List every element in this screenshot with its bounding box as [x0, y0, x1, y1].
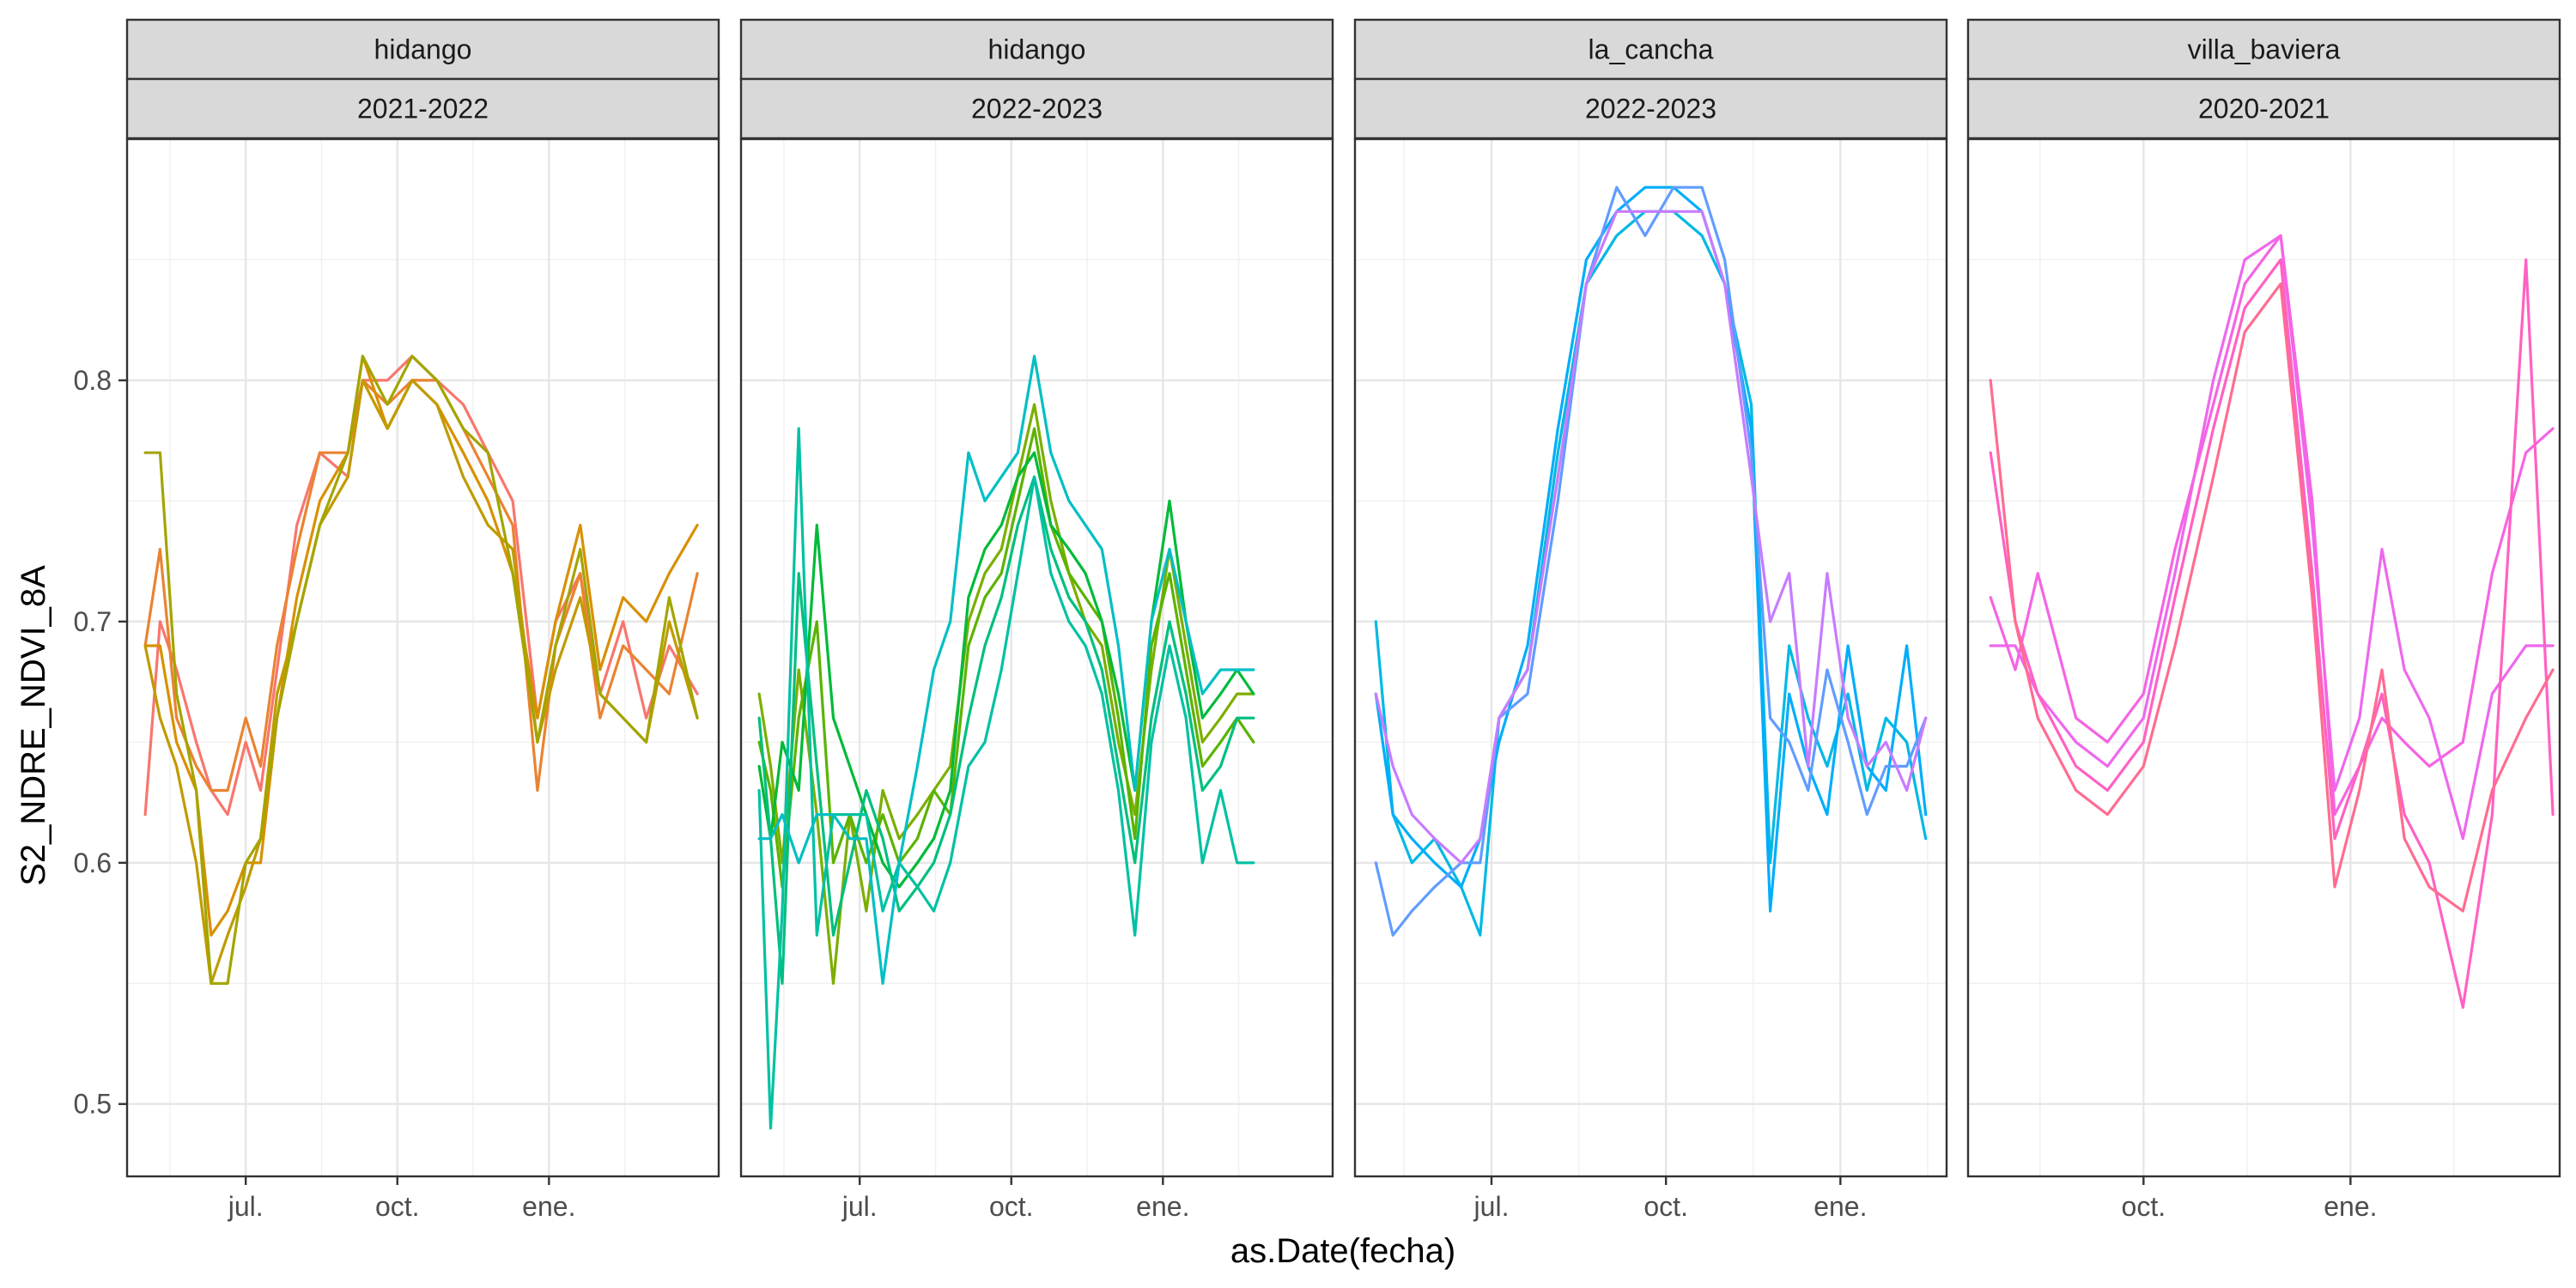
series-line-3 [757, 451, 1255, 889]
x-tick-label: ene. [522, 1191, 575, 1222]
series-line-5 [143, 355, 699, 985]
y-tick-label: 0.6 [74, 848, 112, 878]
strip-bottom-box [739, 77, 1334, 140]
x-tick-label: ene. [1136, 1191, 1189, 1222]
x-tick-label: jul. [1473, 1191, 1510, 1222]
x-tick-label: oct. [2122, 1191, 2166, 1222]
x-tick-label: jul. [841, 1191, 878, 1222]
x-axis-title: as.Date(fecha) [1230, 1232, 1455, 1270]
facet-panel-4: villa_baviera 2020-2021 oct. ene. [1966, 18, 2561, 1222]
strip-label-bottom: 2022-2023 [1585, 94, 1716, 125]
x-tick-label: ene. [2324, 1191, 2377, 1222]
facet-panel-1: hidango 2021-2022 jul. oct. ene. 0.5 0.6 0.7 0.8 [74, 18, 720, 1222]
strip-label-top: la_cancha [1589, 34, 1714, 65]
strip-top-box [1966, 18, 2561, 81]
strip-label-bottom: 2020-2021 [2198, 94, 2330, 125]
strip-top-box [739, 18, 1334, 81]
x-tick-label: oct. [989, 1191, 1034, 1222]
x-tick-label: oct. [375, 1191, 420, 1222]
panels-layer: hidango 2021-2022 jul. oct. ene. 0.5 0.6 0.7 0.8… [74, 18, 2561, 1222]
strip-bottom-box [125, 77, 720, 140]
y-axis-title: S2_NDRE_NDVI_8A [15, 565, 52, 886]
y-tick-label: 0.7 [74, 606, 112, 637]
plot-background [741, 139, 1333, 1176]
facet-panel-3: la_cancha 2022-2023 jul. oct. ene. [1353, 18, 1948, 1222]
strip-label-top: hidango [374, 34, 472, 65]
series-line-3 [1989, 258, 2555, 1009]
y-tick-label: 0.5 [74, 1089, 112, 1120]
strip-label-top: hidango [988, 34, 1086, 65]
strip-label-bottom: 2021-2022 [357, 94, 489, 125]
series-line-4 [1374, 210, 1928, 865]
series-line-4 [143, 379, 699, 985]
strip-bottom-box [1966, 77, 2561, 140]
series-line-6 [757, 355, 1255, 985]
x-tick-label: oct. [1643, 1191, 1688, 1222]
x-tick-label: ene. [1814, 1191, 1867, 1222]
x-tick-label: jul. [228, 1191, 264, 1222]
series-line-1 [1989, 234, 2555, 841]
plot-background [127, 139, 719, 1176]
strip-label-top: villa_baviera [2188, 34, 2341, 65]
strip-bottom-box [1353, 77, 1948, 140]
strip-top-box [1353, 18, 1948, 81]
series-line-2 [757, 427, 1255, 889]
strip-top-box [125, 18, 720, 81]
plot-background [1355, 139, 1947, 1176]
series-line-2 [1989, 234, 2555, 817]
facet-panel-2: hidango 2022-2023 jul. oct. ene. [739, 18, 1334, 1222]
y-tick-label: 0.8 [74, 365, 112, 396]
plot-background [1968, 139, 2560, 1176]
series-line-4 [1989, 283, 2555, 913]
strip-label-bottom: 2022-2023 [971, 94, 1103, 125]
series-line-4 [757, 475, 1255, 985]
